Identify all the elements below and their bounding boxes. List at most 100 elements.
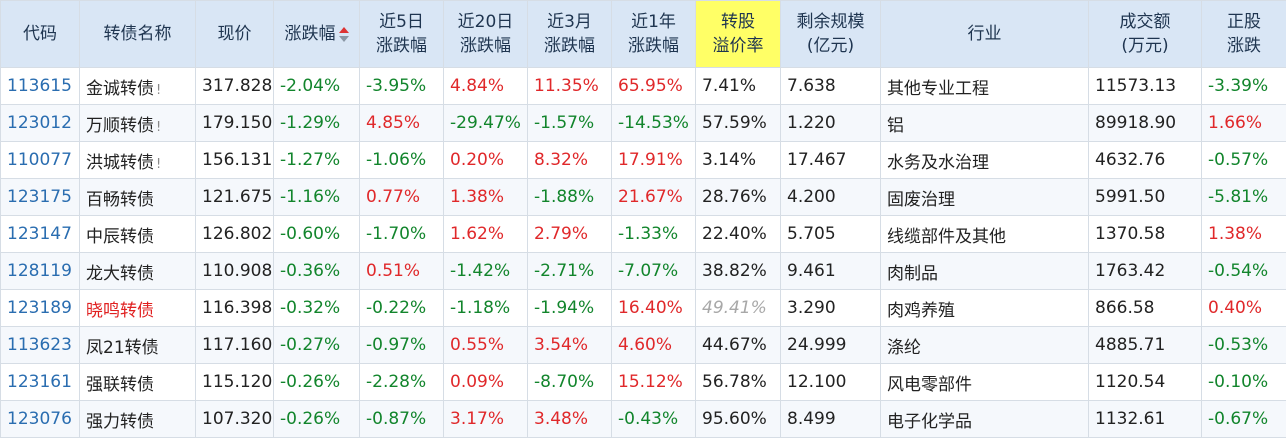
remain-value: 3.290: [787, 298, 836, 318]
industry-value: 电子化学品: [887, 411, 972, 432]
cell-industry: 固废治理: [880, 178, 1089, 216]
stockchg-value: 1.66%: [1208, 113, 1263, 133]
chg20d-value: 1.38%: [450, 187, 505, 207]
cell-code[interactable]: 113623: [0, 326, 80, 364]
cell-name[interactable]: 中辰转债: [79, 215, 196, 253]
cell-chg3m: 3.48%: [527, 400, 612, 438]
cell-chg3m: -8.70%: [527, 363, 612, 401]
cell-name[interactable]: 万顺转债!: [79, 104, 196, 142]
column-header-stockchg[interactable]: 正股 涨跌: [1201, 0, 1286, 68]
cell-code[interactable]: 110077: [0, 141, 80, 179]
chg5d-value: 4.85%: [366, 113, 421, 133]
chg1y-value: 16.40%: [618, 298, 683, 318]
cell-name[interactable]: 强联转债: [79, 363, 196, 401]
remain-value: 24.999: [787, 335, 847, 355]
sort-icon[interactable]: [338, 26, 349, 42]
cell-name[interactable]: 金诚转债!: [79, 67, 196, 105]
cell-name[interactable]: 洪城转债!: [79, 141, 196, 179]
table-row[interactable]: 123161 强联转债 115.120 -0.26% -2.28% 0.09% -8.70%…: [0, 363, 1286, 401]
table-row[interactable]: 110077 洪城转债! 156.131 -1.27% -1.06% 0.20% 8.32%…: [0, 141, 1286, 179]
volume-value: 1370.58: [1095, 224, 1166, 244]
header-row: 代码 转债名称 现价 涨跌幅 近5日 涨跌幅 近20日 涨跌幅 近3月 涨跌幅 近1年 涨跌幅 转股 溢价…: [0, 0, 1286, 68]
cell-chg1y: 15.12%: [611, 363, 696, 401]
stockchg-value: -0.53%: [1208, 335, 1269, 355]
table-row[interactable]: 123012 万顺转债! 179.150 -1.29% 4.85% -29.47% -1.5…: [0, 104, 1286, 142]
cell-code[interactable]: 113615: [0, 67, 80, 105]
volume-value: 1132.61: [1095, 409, 1166, 429]
cell-volume: 1763.42: [1088, 252, 1202, 290]
column-header-volume[interactable]: 成交额 (万元): [1088, 0, 1202, 68]
column-header-chg20d[interactable]: 近20日 涨跌幅: [443, 0, 528, 68]
cell-stockchg: -3.39%: [1201, 67, 1286, 105]
cell-price: 116.398: [195, 289, 274, 327]
chg-value: -2.04%: [280, 76, 341, 96]
remain-value: 5.705: [787, 224, 836, 244]
cell-chg3m: 8.32%: [527, 141, 612, 179]
cell-volume: 5991.50: [1088, 178, 1202, 216]
cell-code[interactable]: 123189: [0, 289, 80, 327]
table-row[interactable]: 113615 金诚转债! 317.828 -2.04% -3.95% 4.84% 11.35…: [0, 67, 1286, 105]
cell-name[interactable]: 强力转债: [79, 400, 196, 438]
cell-volume: 1120.54: [1088, 363, 1202, 401]
column-header-price[interactable]: 现价: [195, 0, 274, 68]
cell-code[interactable]: 128119: [0, 252, 80, 290]
cell-remain: 8.499: [780, 400, 881, 438]
name-value: 强力转债: [86, 411, 154, 432]
cell-chg3m: -1.94%: [527, 289, 612, 327]
cell-industry: 其他专业工程: [880, 67, 1089, 105]
premium-value: 49.41%: [702, 298, 767, 318]
cell-code[interactable]: 123161: [0, 363, 80, 401]
table-row[interactable]: 128119 龙大转债 110.908 -0.36% 0.51% -1.42% -2.71%…: [0, 252, 1286, 290]
column-header-name[interactable]: 转债名称: [79, 0, 196, 68]
column-header-label: 正股: [1227, 12, 1261, 32]
cell-chg20d: 0.09%: [443, 363, 528, 401]
cell-code[interactable]: 123076: [0, 400, 80, 438]
cell-code[interactable]: 123175: [0, 178, 80, 216]
table-row[interactable]: 123147 中辰转债 126.802 -0.60% -1.70% 1.62% 2.79% -…: [0, 215, 1286, 253]
code-value: 123012: [7, 113, 72, 133]
column-header-remain[interactable]: 剩余规模 (亿元): [780, 0, 881, 68]
column-header-chg[interactable]: 涨跌幅: [273, 0, 360, 68]
column-header-label: 转债名称: [103, 24, 172, 44]
remain-value: 4.200: [787, 187, 836, 207]
volume-value: 4885.71: [1095, 335, 1166, 355]
cell-name[interactable]: 百畅转债: [79, 178, 196, 216]
cell-industry: 线缆部件及其他: [880, 215, 1089, 253]
code-value: 113615: [7, 76, 72, 96]
chg20d-value: 0.20%: [450, 150, 505, 170]
cell-code[interactable]: 123147: [0, 215, 80, 253]
column-header-industry[interactable]: 行业: [880, 0, 1089, 68]
table-row[interactable]: 123175 百畅转债 121.675 -1.16% 0.77% 1.38% -1.88% 2…: [0, 178, 1286, 216]
cell-price: 156.131: [195, 141, 274, 179]
cell-remain: 7.638: [780, 67, 881, 105]
table-row[interactable]: 123076 强力转债 107.320 -0.26% -0.87% 3.17% 3.48% -…: [0, 400, 1286, 438]
code-value: 128119: [7, 261, 72, 281]
table-row[interactable]: 123189 晓鸣转债 116.398 -0.32% -0.22% -1.18% -1.94…: [0, 289, 1286, 327]
cell-name[interactable]: 晓鸣转债: [79, 289, 196, 327]
cell-name[interactable]: 龙大转债: [79, 252, 196, 290]
chg-value: -1.29%: [280, 113, 341, 133]
cell-chg20d: 0.20%: [443, 141, 528, 179]
cell-premium: 49.41%: [695, 289, 781, 327]
table-row[interactable]: 113623 凤21转债 117.160 -0.27% -0.97% 0.55% 3.54%…: [0, 326, 1286, 364]
code-value: 123076: [7, 409, 72, 429]
column-header-chg3m[interactable]: 近3月 涨跌幅: [527, 0, 612, 68]
chg20d-value: 0.09%: [450, 372, 505, 392]
price-value: 107.320: [202, 409, 273, 429]
chg3m-value: -8.70%: [534, 372, 595, 392]
industry-value: 线缆部件及其他: [887, 226, 1006, 247]
column-header-chg5d[interactable]: 近5日 涨跌幅: [359, 0, 444, 68]
cell-name[interactable]: 凤21转债: [79, 326, 196, 364]
column-header-premium[interactable]: 转股 溢价率: [695, 0, 781, 68]
cell-price: 107.320: [195, 400, 274, 438]
cell-chg3m: -1.57%: [527, 104, 612, 142]
column-header-code[interactable]: 代码: [0, 0, 80, 68]
column-header-sublabel: (万元): [1121, 36, 1169, 56]
volume-value: 5991.50: [1095, 187, 1166, 207]
cell-code[interactable]: 123012: [0, 104, 80, 142]
column-header-chg1y[interactable]: 近1年 涨跌幅: [611, 0, 696, 68]
chg20d-value: 1.62%: [450, 224, 505, 244]
name-value: 万顺转债: [86, 115, 154, 136]
cell-volume: 1370.58: [1088, 215, 1202, 253]
cell-price: 179.150: [195, 104, 274, 142]
